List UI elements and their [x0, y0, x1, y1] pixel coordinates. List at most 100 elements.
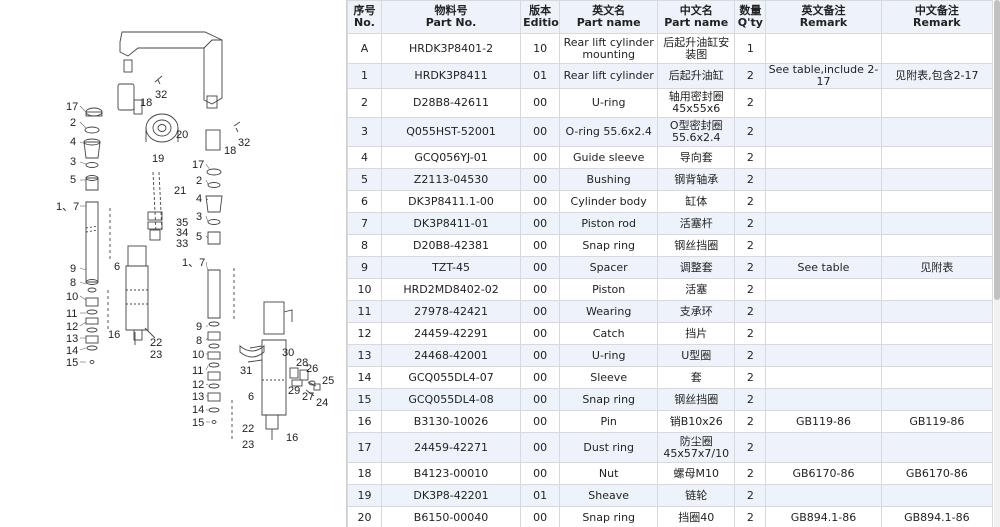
- cell-part-no: DK3P8-42201: [380, 484, 522, 507]
- callout-8b: 8: [196, 335, 202, 347]
- cell-en-name: U-ring: [559, 88, 659, 118]
- table-row: 6 DK3P8411.1-00 00 Cylinder body 缸体 2: [347, 190, 994, 213]
- cell-en-remark: GB119-86: [765, 410, 882, 433]
- callout-2: 2: [70, 117, 76, 129]
- cell-cn-name: 钢背轴承: [657, 168, 736, 191]
- cell-qty: 2: [734, 278, 767, 301]
- cell-en-remark: [765, 33, 882, 64]
- table-row: A HRDK3P8401-2 10 Rear lift cylinder mounti…: [347, 33, 994, 64]
- cell-cn-name: 挡圈40: [657, 506, 736, 527]
- header-en-name: 英文名 Part name: [559, 0, 659, 34]
- cell-qty: 2: [734, 212, 767, 235]
- cylinder-exploded-view: 17 2 4 3 5 1、7 9 8 10 11 12 13 14 15 6 1…: [56, 31, 334, 451]
- cell-en-remark: See table: [765, 256, 882, 279]
- cell-qty: 2: [734, 190, 767, 213]
- cell-part-no: B3130-10026: [380, 410, 522, 433]
- callout-25: 25: [322, 375, 334, 387]
- header-qty: 数量 Q'ty: [734, 0, 767, 34]
- cell-no: 8: [347, 234, 382, 257]
- vertical-scrollbar[interactable]: [994, 0, 1000, 527]
- cell-part-no: HRDK3P8411: [380, 63, 522, 89]
- table-row: 8 D20B8-42381 00 Snap ring 钢丝挡圈 2: [347, 234, 994, 257]
- cell-cn-name: 后起升油缸: [657, 63, 736, 89]
- cell-en-remark: [765, 322, 882, 345]
- cell-no: 16: [347, 410, 382, 433]
- callout-11b: 11: [192, 365, 203, 377]
- callout-18: 18: [140, 97, 152, 109]
- callout-9b: 9: [196, 321, 202, 333]
- cell-en-remark: [765, 146, 882, 169]
- callout-13: 13: [66, 333, 78, 345]
- cell-en-remark: [765, 388, 882, 411]
- cell-edition: 00: [520, 462, 561, 485]
- cell-edition: 10: [520, 33, 561, 64]
- cell-cn-remark: [880, 212, 994, 235]
- cell-cn-remark: [880, 278, 994, 301]
- cell-qty: 2: [734, 63, 767, 89]
- cell-qty: 1: [734, 33, 767, 64]
- cell-en-remark: [765, 366, 882, 389]
- cell-cn-remark: 见附表: [880, 256, 994, 279]
- cell-en-remark: [765, 234, 882, 257]
- table-row: 20 B6150-00040 00 Snap ring 挡圈40 2 GB894.1-86 G…: [347, 506, 994, 527]
- cell-no: 19: [347, 484, 382, 507]
- cell-edition: 00: [520, 168, 561, 191]
- cell-edition: 00: [520, 300, 561, 323]
- callout-1-7b: 1、7: [182, 257, 205, 269]
- cell-cn-remark: [880, 88, 994, 118]
- cell-en-name: Sleeve: [559, 366, 659, 389]
- scrollbar-thumb[interactable]: [994, 0, 1000, 300]
- cell-qty: 2: [734, 88, 767, 118]
- cell-part-no: Z2113-04530: [380, 168, 522, 191]
- cell-no: 18: [347, 462, 382, 485]
- cell-no: 7: [347, 212, 382, 235]
- callout-17b: 17: [192, 159, 204, 171]
- callout-14: 14: [66, 345, 78, 357]
- cell-cn-remark: [880, 344, 994, 367]
- cell-qty: 2: [734, 462, 767, 485]
- table-row: 1 HRDK3P8411 01 Rear lift cylinder 后起升油缸 2 See…: [347, 63, 994, 89]
- header-cn-name: 中文名 Part name: [657, 0, 736, 34]
- cell-cn-remark: [880, 322, 994, 345]
- callout-20: 20: [176, 129, 188, 141]
- cell-cn-remark: GB6170-86: [880, 462, 994, 485]
- table-row: 4 GCQ056YJ-01 00 Guide sleeve 导向套 2: [347, 146, 994, 169]
- cell-cn-name: 套: [657, 366, 736, 389]
- callout-21: 21: [174, 185, 186, 197]
- cell-qty: 2: [734, 256, 767, 279]
- cell-edition: 01: [520, 63, 561, 89]
- cell-en-name: Snap ring: [559, 506, 659, 527]
- cell-edition: 00: [520, 410, 561, 433]
- callout-26: 26: [306, 363, 318, 375]
- cell-en-name: Bushing: [559, 168, 659, 191]
- callout-23b: 23: [242, 439, 254, 451]
- cell-en-name: Sheave: [559, 484, 659, 507]
- callout-5b: 5: [196, 231, 202, 243]
- table-row: 3 Q055HST-52001 00 O-ring 55.6x2.4 O型密封圈55.6…: [347, 117, 994, 147]
- callout-3: 3: [70, 156, 76, 168]
- cell-part-no: 24468-42001: [380, 344, 522, 367]
- callout-5: 5: [70, 174, 76, 186]
- cell-cn-remark: [880, 190, 994, 213]
- cell-en-remark: [765, 117, 882, 147]
- callout-28: 28: [296, 357, 308, 369]
- cell-part-no: 24459-42271: [380, 432, 522, 463]
- cell-qty: 2: [734, 322, 767, 345]
- cell-en-remark: [765, 168, 882, 191]
- cell-en-name: Cylinder body: [559, 190, 659, 213]
- table-row: 19 DK3P8-42201 01 Sheave 链轮 2: [347, 484, 994, 507]
- cell-cn-remark: [880, 388, 994, 411]
- cell-en-name: Pin: [559, 410, 659, 433]
- cell-en-name: Spacer: [559, 256, 659, 279]
- callout-11: 11: [66, 308, 77, 320]
- cell-no: 5: [347, 168, 382, 191]
- cell-edition: 00: [520, 190, 561, 213]
- callout-31: 31: [240, 365, 252, 377]
- cell-part-no: DK3P8411-01: [380, 212, 522, 235]
- cell-no: 15: [347, 388, 382, 411]
- callout-12b: 12: [192, 379, 204, 391]
- cell-en-name: Piston rod: [559, 212, 659, 235]
- cell-en-name: U-ring: [559, 344, 659, 367]
